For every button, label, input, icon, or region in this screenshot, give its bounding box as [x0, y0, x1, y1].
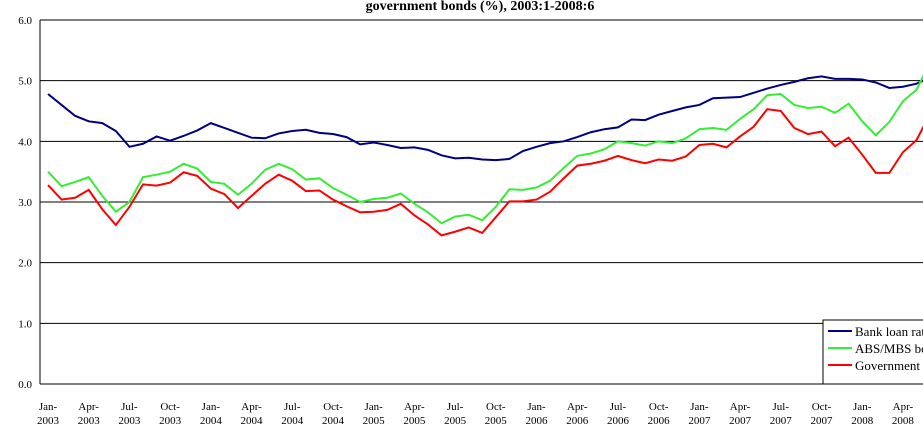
- x-labels: Jan-2003 Apr-2003 Jul-2003 Oct-2003 Jan-2004…: [37, 401, 914, 427]
- x-tick-label: Oct-2007: [810, 401, 833, 427]
- x-tick-label: Oct-2005: [485, 401, 508, 427]
- x-tick-label: Jan-2004: [200, 401, 223, 427]
- x-tick-label: Apr-2003: [78, 401, 101, 427]
- x-tick-label: Apr-2004: [241, 401, 264, 427]
- x-tick-label: Apr-2006: [566, 401, 589, 427]
- legend-label: ABS/MBS bonds: [855, 341, 923, 356]
- y-tick-label: 2.0: [18, 258, 32, 270]
- plot-lines: [47, 74, 923, 237]
- x-tick-label: Apr-2007: [729, 401, 752, 427]
- y-tick-label: 4.0: [18, 136, 32, 148]
- x-tick-label: Jan-2008: [851, 401, 874, 427]
- x-tick-label: Jul-2003: [118, 401, 141, 427]
- x-tick-label: Oct-2006: [648, 401, 671, 427]
- x-tick-label: Jan-2003: [37, 401, 60, 427]
- legend-label: Government bond yield: [855, 358, 923, 373]
- x-tick-label: Oct-2004: [322, 401, 345, 427]
- x-tick-label: Jul-2004: [281, 401, 304, 427]
- legend-label: Bank loan rate (NB): [855, 324, 923, 339]
- x-tick-label: Apr-2005: [403, 401, 426, 427]
- x-tick-label: Jul-2005: [444, 401, 467, 427]
- series-line: [47, 75, 923, 162]
- y-tick-label: 3.0: [18, 197, 32, 209]
- x-tick-label: Jan-2007: [688, 401, 711, 427]
- chart-title: government bonds (%), 2003:1-2008:6: [366, 0, 595, 14]
- series-line: [47, 108, 923, 237]
- x-tick-label: Jul-2006: [607, 401, 630, 427]
- y-tick-label: 5.0: [18, 76, 32, 88]
- grid: 0.0 1.0 2.0 3.0 4.0 5.0 6.0: [18, 15, 923, 391]
- series-line: [47, 74, 923, 225]
- x-tick-label: Jul-2007: [770, 401, 793, 427]
- x-tick-label: Oct-2003: [159, 401, 182, 427]
- y-tick-label: 6.0: [18, 15, 32, 27]
- legend: Bank loan rate (NB) ABS/MBS bonds Governme…: [822, 319, 923, 385]
- y-tick-label: 0.0: [18, 379, 32, 391]
- y-tick-label: 1.0: [18, 318, 32, 330]
- x-tick-label: Jan-2006: [526, 401, 549, 427]
- x-tick-label: Jan-2005: [363, 401, 386, 427]
- x-tick-label: Apr-2008: [892, 401, 915, 427]
